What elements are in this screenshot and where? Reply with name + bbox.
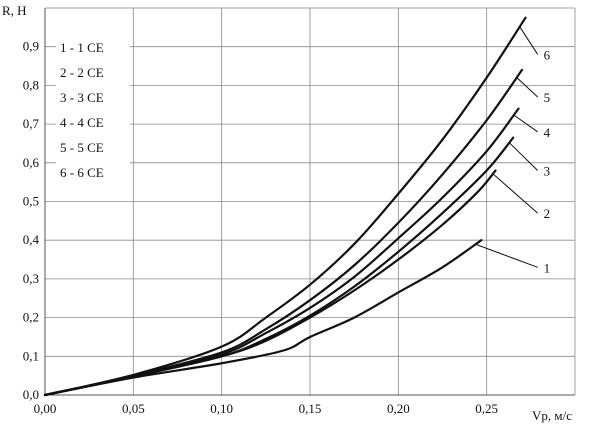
x-tick-label: 0,10 [210,401,233,416]
series-3-label: 3 [544,164,551,179]
y-tick-label: 0,1 [23,348,39,363]
series-6-line [43,16,527,397]
x-tick-label: 0,25 [475,401,498,416]
series-3-leader [508,142,539,171]
y-tick-label: 0,7 [23,116,40,131]
series-6-label: 6 [544,47,551,62]
x-tick-label: 0,15 [299,401,322,416]
axes: 0,0 0,1 0,2 0,3 0,4 0,5 0,6 0,7 0,8 0,9 0,00 0,05 0,… [23,8,575,416]
series-6-leader [519,26,539,55]
legend-box [56,35,130,189]
legend-entry: 6 - 6 СЕ [60,165,104,180]
legend-entry: 3 - 3 СЕ [60,90,104,105]
y-tick-label: 0,8 [23,77,39,92]
series-4-leader [513,114,538,133]
x-tick-label: 0,20 [387,401,410,416]
y-tick-label: 0,3 [23,271,39,286]
legend-entry: 4 - 4 СЕ [60,115,104,130]
legend-entry: 1 - 1 СЕ [60,40,104,55]
y-tick-label: 0,6 [23,155,40,170]
curve-labels: 1 2 3 4 5 6 [475,26,551,275]
data-series [43,16,527,397]
y-tick-label: 0,9 [23,39,39,54]
legend-entry: 2 - 2 СЕ [60,65,104,80]
series-1-line [43,239,483,397]
x-axis-title: Vp, м/с [532,408,572,423]
y-tick-label: 0,0 [23,387,39,402]
series-1-label: 1 [544,260,551,275]
legend: 1 - 1 СЕ 2 - 2 СЕ 3 - 3 СЕ 4 - 4 СЕ 5 - 5 СЕ… [56,35,130,189]
series-5-label: 5 [544,90,551,105]
x-tick-label: 0,05 [122,401,145,416]
y-tick-label: 0,5 [23,194,39,209]
series-2-leader [492,173,538,214]
x-tick-label: 0,00 [34,401,57,416]
y-tick-label: 0,2 [23,310,39,325]
y-tick-label: 0,4 [23,232,40,247]
series-5-leader [516,77,539,98]
y-axis-title: R, Н [2,3,27,18]
legend-entry: 5 - 5 СЕ [60,140,104,155]
series-1-leader [475,243,538,268]
series-5-line [43,68,524,397]
series-2-line [43,169,497,397]
series-4-label: 4 [544,125,551,140]
series-2-label: 2 [544,206,551,221]
